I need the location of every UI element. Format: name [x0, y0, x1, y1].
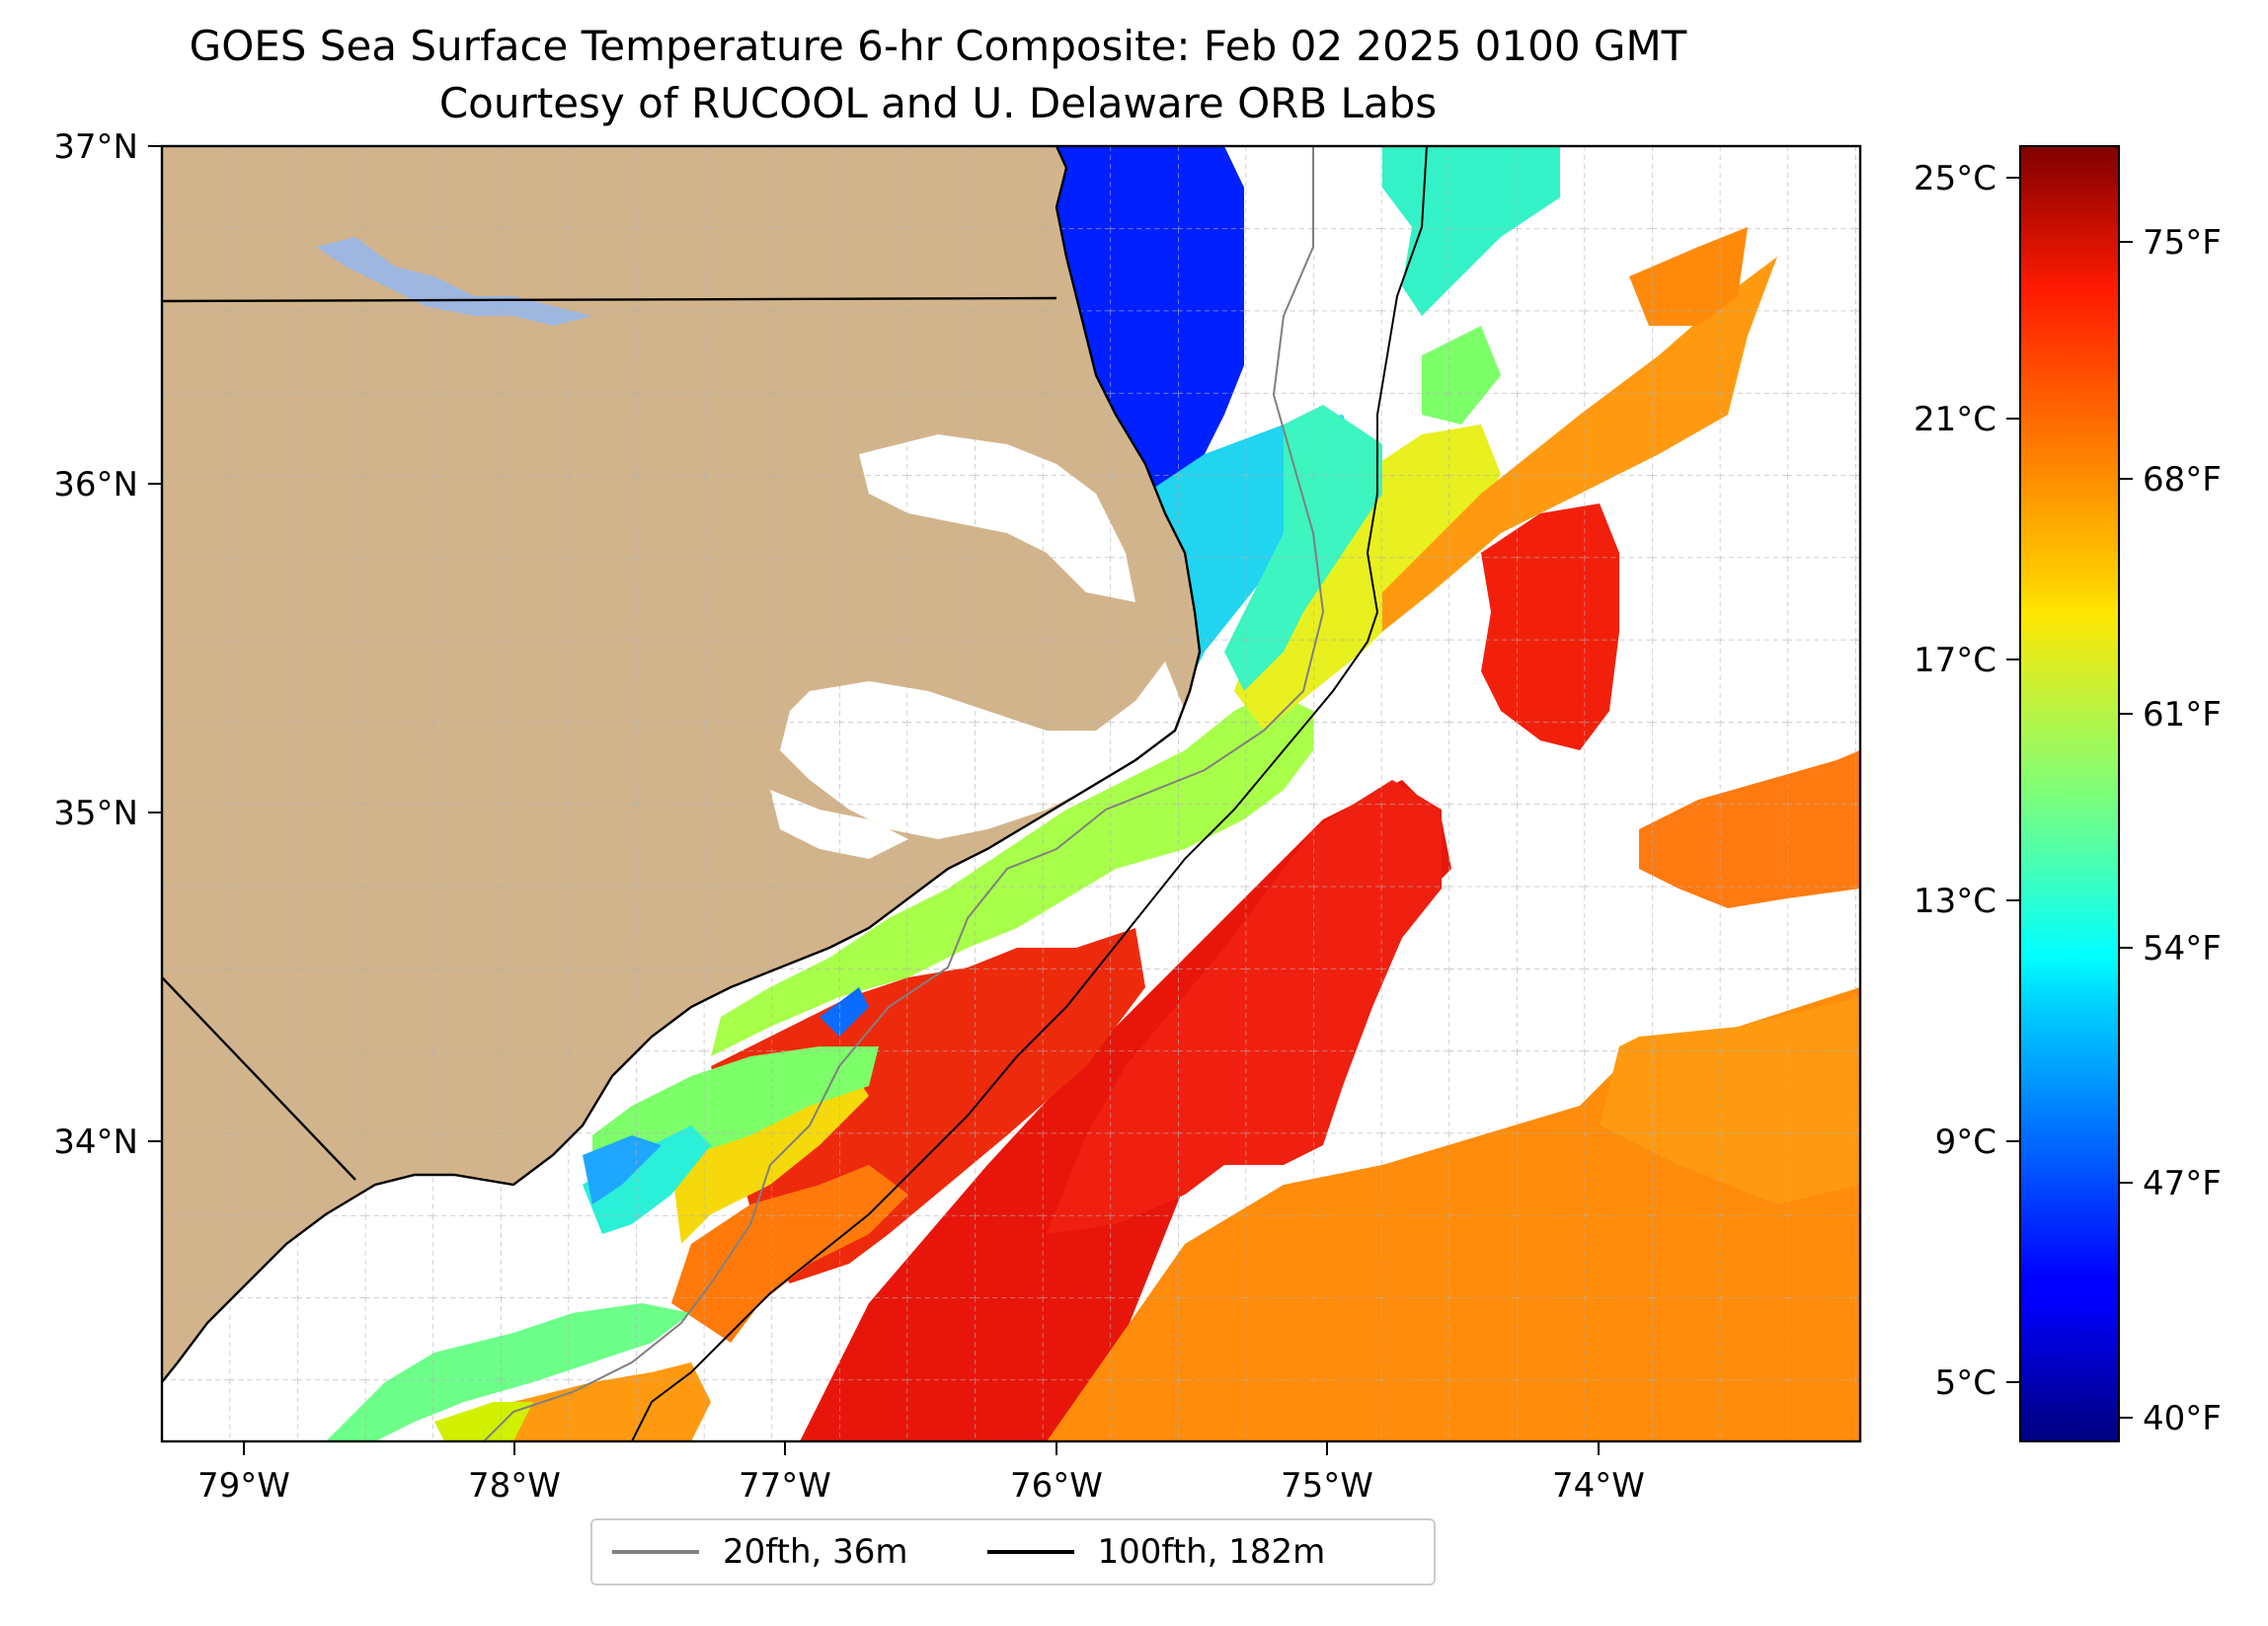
legend-item-100fth: 100fth, 182m — [986, 1532, 1326, 1572]
colorbar-fahrenheit-label: 68°F — [2143, 460, 2222, 500]
lon-tick-label: 76°W — [1010, 1466, 1103, 1506]
longitude-axis: 79°W 78°W 77°W 76°W 75°W 74°W — [197, 1441, 1645, 1506]
map-panel — [162, 146, 1860, 1441]
colorbar-fahrenheit-label: 61°F — [2143, 695, 2222, 735]
colorbar-fahrenheit-label: 75°F — [2143, 223, 2222, 263]
coastline — [162, 146, 1202, 1383]
legend-item-20fth: 20fth, 36m — [612, 1532, 908, 1572]
map-title-line1: GOES Sea Surface Temperature 6-hr Compos… — [189, 22, 1687, 70]
colorbar-celsius-label: 25°C — [1914, 159, 1996, 198]
lat-tick-label: 35°N — [53, 794, 138, 833]
colorbar-fahrenheit-label: 40°F — [2143, 1399, 2222, 1438]
colorbar-celsius-label: 13°C — [1914, 882, 1996, 921]
contour-20fth — [483, 146, 1325, 1441]
colorbar-celsius-label: 21°C — [1914, 400, 1996, 439]
contour-100fth — [631, 146, 1428, 1441]
colorbar-celsius-label: 17°C — [1914, 641, 1996, 680]
lon-tick-label: 79°W — [197, 1466, 290, 1506]
colorbar-gradient — [2019, 145, 2120, 1442]
lon-tick-label: 78°W — [468, 1466, 561, 1506]
legend-label: 100fth, 182m — [1097, 1532, 1326, 1572]
nc-sc-border — [162, 976, 356, 1181]
colorbar-celsius-label: 9°C — [1935, 1123, 1996, 1162]
colorbar-fahrenheit-label: 47°F — [2143, 1164, 2222, 1203]
map-title-line2: Courtesy of RUCOOL and U. Delaware ORB L… — [438, 79, 1438, 127]
contour-legend: 20fth, 36m 100fth, 182m — [590, 1518, 1436, 1586]
lon-tick-label: 75°W — [1281, 1466, 1373, 1506]
legend-label: 20fth, 36m — [723, 1532, 908, 1572]
lon-tick-label: 77°W — [739, 1466, 831, 1506]
map-gridlines — [162, 146, 1860, 1441]
legend-line-black — [986, 1550, 1074, 1554]
va-nc-border — [162, 296, 1057, 303]
colorbar: 25°C 21°C 17°C 13°C 9°C 5°C 75°F 68°F 61… — [1914, 145, 2222, 1442]
lat-tick-label: 36°N — [53, 465, 138, 504]
lat-tick-label: 34°N — [53, 1123, 138, 1162]
map-frame — [160, 144, 1862, 1443]
lon-tick-label: 74°W — [1552, 1466, 1645, 1506]
colorbar-fahrenheit-label: 54°F — [2143, 929, 2222, 968]
legend-line-gray — [612, 1550, 699, 1554]
colorbar-celsius-label: 5°C — [1935, 1363, 1996, 1403]
lat-tick-label: 37°N — [53, 127, 138, 167]
latitude-axis: 37°N 36°N 35°N 34°N — [53, 127, 162, 1162]
